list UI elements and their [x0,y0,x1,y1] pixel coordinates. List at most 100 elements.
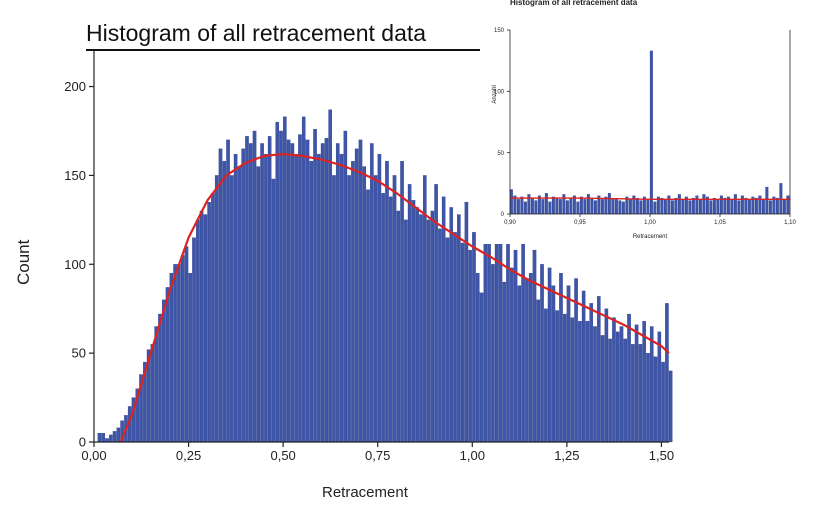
inset-histogram-bar [534,200,538,215]
main-histogram-bar [173,264,177,443]
main-histogram-bar [430,210,435,443]
main-histogram-bar [581,290,586,443]
main-histogram-bar [180,255,185,443]
main-histogram-bar [593,326,597,443]
main-histogram-bar [207,201,211,443]
inset-histogram-bar [786,195,790,215]
main-x-tick-label: 0,50 [270,448,295,463]
main-histogram-bar [320,143,325,443]
inset-histogram-bar [639,200,643,215]
main-histogram-bar [411,200,416,443]
main-histogram-bar [597,296,601,443]
inset-histogram-bar [530,197,534,215]
main-histogram-bar [260,143,264,443]
main-histogram-bar [279,130,283,443]
main-histogram-bar [161,299,166,443]
main-histogram-bar [525,278,529,443]
main-histogram-bar [237,166,242,443]
inset-histogram-bar [569,197,573,215]
inset-histogram-bar [737,200,741,215]
main-histogram-bar [165,287,170,443]
main-histogram-bar [283,116,287,443]
main-histogram-bar [600,335,605,443]
main-histogram-bar [226,139,230,443]
inset-histogram-bar [695,195,699,215]
main-histogram-bar [540,264,544,443]
main-chart-title: Histogram of all retracement data [86,20,481,51]
inset-histogram-bar [744,197,748,215]
main-histogram-bar [415,207,419,443]
main-histogram-bar [211,193,215,443]
inset-y-tick-label: 0 [501,212,505,218]
inset-histogram-bar [548,201,552,215]
main-y-tick-label: 100 [64,257,86,272]
main-fit-curve [119,152,670,443]
inset-histogram-bar [677,194,681,215]
main-x-axis-label: Retracement [322,484,408,501]
main-histogram-bar [407,184,412,443]
main-histogram-bar [449,207,454,443]
inset-histogram-bar [716,199,720,215]
main-histogram-bar [370,143,374,443]
main-histogram-bar [491,264,495,443]
main-histogram-bar [309,161,314,443]
main-histogram-bar [619,326,624,443]
main-histogram-bar [612,317,616,443]
main-histogram-bar [638,344,643,443]
inset-fit-curve [510,197,790,200]
main-histogram-bar [528,273,533,443]
inset-y-axis-label: Anzahl [492,85,498,103]
inset-histogram-bar [663,199,667,215]
main-histogram-bar [517,285,522,443]
main-histogram-bar [604,308,609,443]
inset-x-tick-label: 1,05 [714,220,726,226]
main-histogram-bar [404,219,408,443]
main-histogram-bar [252,130,257,443]
main-histogram-bar [475,273,480,443]
main-histogram-bar [245,136,249,443]
inset-plot-area: 0,90 0,95 1,00 1,05 1,10 0 50 100 150 Histogram o… [480,0,814,244]
main-histogram-bar [154,326,158,443]
main-histogram-bar [653,356,658,443]
inset-histogram-bar [747,199,751,215]
inset-histogram-bar [670,200,674,215]
inset-histogram-bar [635,197,639,215]
main-y-tick-label: 0 [79,435,86,450]
main-histogram-bar [441,196,446,443]
main-histogram-bar [362,166,367,443]
main-histogram-bar [513,249,518,443]
inset-histogram-bar [583,199,587,215]
main-histogram-bar [453,232,457,443]
main-histogram-bar [264,153,268,443]
main-histogram-bar [328,109,332,443]
inset-histogram-bar [754,197,758,215]
inset-histogram-bar [723,197,727,215]
main-histogram-bar [97,432,102,443]
main-histogram-bar [366,189,370,443]
inset-histogram-bar [600,199,604,215]
main-histogram-bar [623,338,628,443]
main-histogram-bar [502,281,507,443]
main-histogram-bar [479,292,484,443]
main-histogram-bar [109,434,113,443]
main-histogram-bar [608,338,612,443]
main-histogram-bar [203,214,208,443]
main-histogram-bar [498,242,503,443]
main-histogram-bar [445,237,450,443]
main-histogram-bar [472,232,476,443]
main-histogram-bar [646,353,650,443]
inset-histogram-bar [614,199,618,215]
main-histogram-bar [192,237,196,443]
inset-histogram-bar [782,199,786,215]
main-histogram-bar [566,285,571,443]
main-histogram-bar [506,232,510,443]
inset-title: Histogram of all retracement data [510,0,638,7]
main-histogram-bar [267,136,272,443]
inset-y-tick-label: 50 [497,151,504,157]
inset-x-tick-label: 1,10 [784,220,796,226]
inset-histogram-bar [527,194,531,215]
main-histogram-bar [313,129,317,443]
main-histogram-bar [214,175,219,443]
inset-histogram-bar [576,201,580,215]
inset-histogram-bar [523,201,527,215]
